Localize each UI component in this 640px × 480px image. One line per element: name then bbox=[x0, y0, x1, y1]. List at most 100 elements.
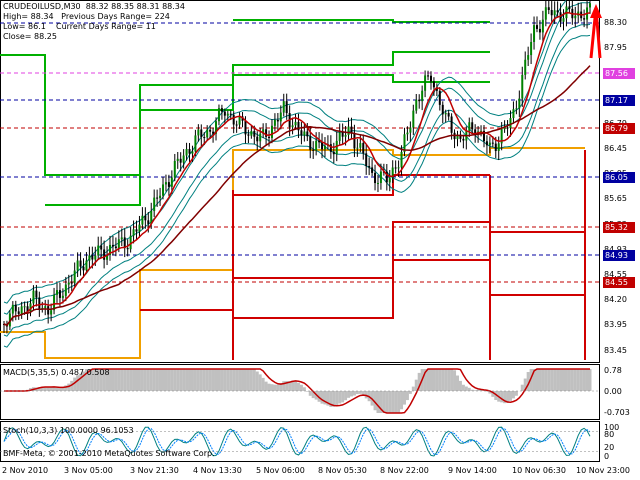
price-axis-label: 88.30 bbox=[604, 18, 627, 27]
macd-bar bbox=[503, 391, 507, 404]
macd-bar bbox=[267, 383, 271, 391]
price-bar-body bbox=[462, 138, 465, 141]
macd-bar bbox=[226, 369, 230, 391]
macd-bar bbox=[432, 369, 436, 391]
price-bar-body bbox=[535, 25, 538, 29]
price-bar-body bbox=[533, 25, 536, 42]
resistance-step-line-upper bbox=[233, 19, 490, 23]
macd-bar bbox=[235, 369, 239, 391]
macd-bar bbox=[491, 391, 495, 397]
price-bar-body bbox=[100, 245, 103, 250]
macd-bar bbox=[405, 391, 409, 401]
macd-bar bbox=[70, 380, 74, 391]
price-bar-body bbox=[250, 130, 253, 136]
macd-bar bbox=[202, 369, 206, 391]
macd-bar bbox=[570, 369, 574, 391]
price-bar-body bbox=[338, 132, 341, 141]
stoch-axis-100: 100 bbox=[604, 423, 620, 432]
macd-bar bbox=[358, 391, 362, 394]
low-line: Low= 86.1 Current Days Range= 11 bbox=[3, 22, 156, 31]
macd-bar bbox=[111, 369, 115, 391]
price-bar-body bbox=[117, 239, 120, 249]
macd-bar bbox=[450, 369, 454, 391]
macd-bar bbox=[270, 384, 274, 391]
price-bar-body bbox=[332, 151, 335, 155]
price-bar-body bbox=[132, 229, 135, 236]
macd-bar bbox=[385, 391, 389, 413]
time-axis-label: 10 Nov 06:30 bbox=[512, 466, 566, 475]
time-axis-label: 5 Nov 06:00 bbox=[256, 466, 305, 475]
price-bar-body bbox=[438, 90, 441, 105]
price-bar-body bbox=[285, 101, 288, 114]
price-badge: 87.17 bbox=[603, 95, 635, 106]
macd-bar bbox=[164, 369, 168, 391]
macd-bar bbox=[129, 369, 133, 391]
macd-bar bbox=[258, 374, 262, 391]
macd-bar bbox=[291, 380, 295, 391]
macd-bar bbox=[355, 391, 359, 395]
macd-bar bbox=[559, 369, 563, 391]
price-bar-body bbox=[159, 195, 162, 199]
stoch-axis-80: 80 bbox=[604, 430, 615, 439]
macd-bar bbox=[335, 391, 339, 405]
macd-bar bbox=[279, 383, 283, 391]
price-bar-body bbox=[170, 177, 173, 187]
macd-bar bbox=[214, 369, 218, 391]
macd-bar bbox=[373, 391, 377, 411]
price-bar-body bbox=[38, 297, 41, 310]
price-bar-body bbox=[388, 177, 391, 183]
macd-bar bbox=[255, 371, 259, 391]
horizontal-price-lines bbox=[0, 22, 600, 283]
macd-bar bbox=[205, 369, 209, 391]
price-bar-body bbox=[53, 294, 56, 311]
price-bar-body bbox=[70, 282, 73, 284]
price-bar-body bbox=[153, 197, 156, 212]
price-bar-body bbox=[135, 229, 138, 232]
price-bar-body bbox=[17, 311, 20, 314]
macd-bar bbox=[149, 369, 153, 391]
price-bar-body bbox=[547, 7, 550, 11]
price-bar-body bbox=[432, 81, 435, 88]
macd-bar bbox=[411, 386, 415, 391]
bollinger-lower-inner bbox=[3, 23, 591, 337]
pivot-level-lines bbox=[0, 19, 586, 360]
price-bar-body bbox=[276, 119, 279, 122]
price-bar-body bbox=[488, 142, 491, 146]
macd-bar bbox=[208, 369, 212, 391]
macd-bar bbox=[82, 371, 86, 391]
price-bar-body bbox=[185, 149, 188, 156]
macd-panel-border bbox=[0, 364, 600, 420]
macd-bar bbox=[455, 375, 459, 391]
price-bar-body bbox=[365, 153, 368, 166]
price-bar-body bbox=[244, 120, 247, 135]
price-bar-body bbox=[500, 129, 503, 144]
macd-bar bbox=[400, 391, 404, 410]
macd-bar bbox=[329, 391, 333, 407]
price-badge: 86.05 bbox=[603, 172, 635, 183]
macd-bar bbox=[40, 386, 44, 391]
price-bar-body bbox=[126, 248, 129, 250]
price-bar-body bbox=[8, 313, 11, 327]
high-line: High= 88.34 Previous Days Range= 224 bbox=[3, 12, 170, 21]
price-bar-body bbox=[58, 290, 61, 298]
support-step-line bbox=[140, 174, 490, 311]
macd-bar bbox=[102, 369, 106, 391]
macd-bar bbox=[190, 369, 194, 391]
bollinger-upper bbox=[3, 0, 567, 304]
price-badge: 85.32 bbox=[603, 222, 635, 233]
macd-bar bbox=[217, 369, 221, 391]
price-bar-body bbox=[538, 28, 541, 33]
price-bar-body bbox=[421, 90, 424, 102]
price-bar-body bbox=[341, 132, 344, 137]
bollinger-lower bbox=[3, 34, 591, 348]
price-bar-body bbox=[270, 125, 273, 138]
price-badge: 87.56 bbox=[603, 68, 635, 79]
macd-bar bbox=[211, 369, 215, 391]
price-bar-body bbox=[35, 290, 38, 298]
macd-bar bbox=[576, 369, 580, 391]
macd-bar bbox=[579, 369, 583, 391]
macd-bar bbox=[341, 391, 345, 403]
price-bar-body bbox=[315, 140, 318, 151]
